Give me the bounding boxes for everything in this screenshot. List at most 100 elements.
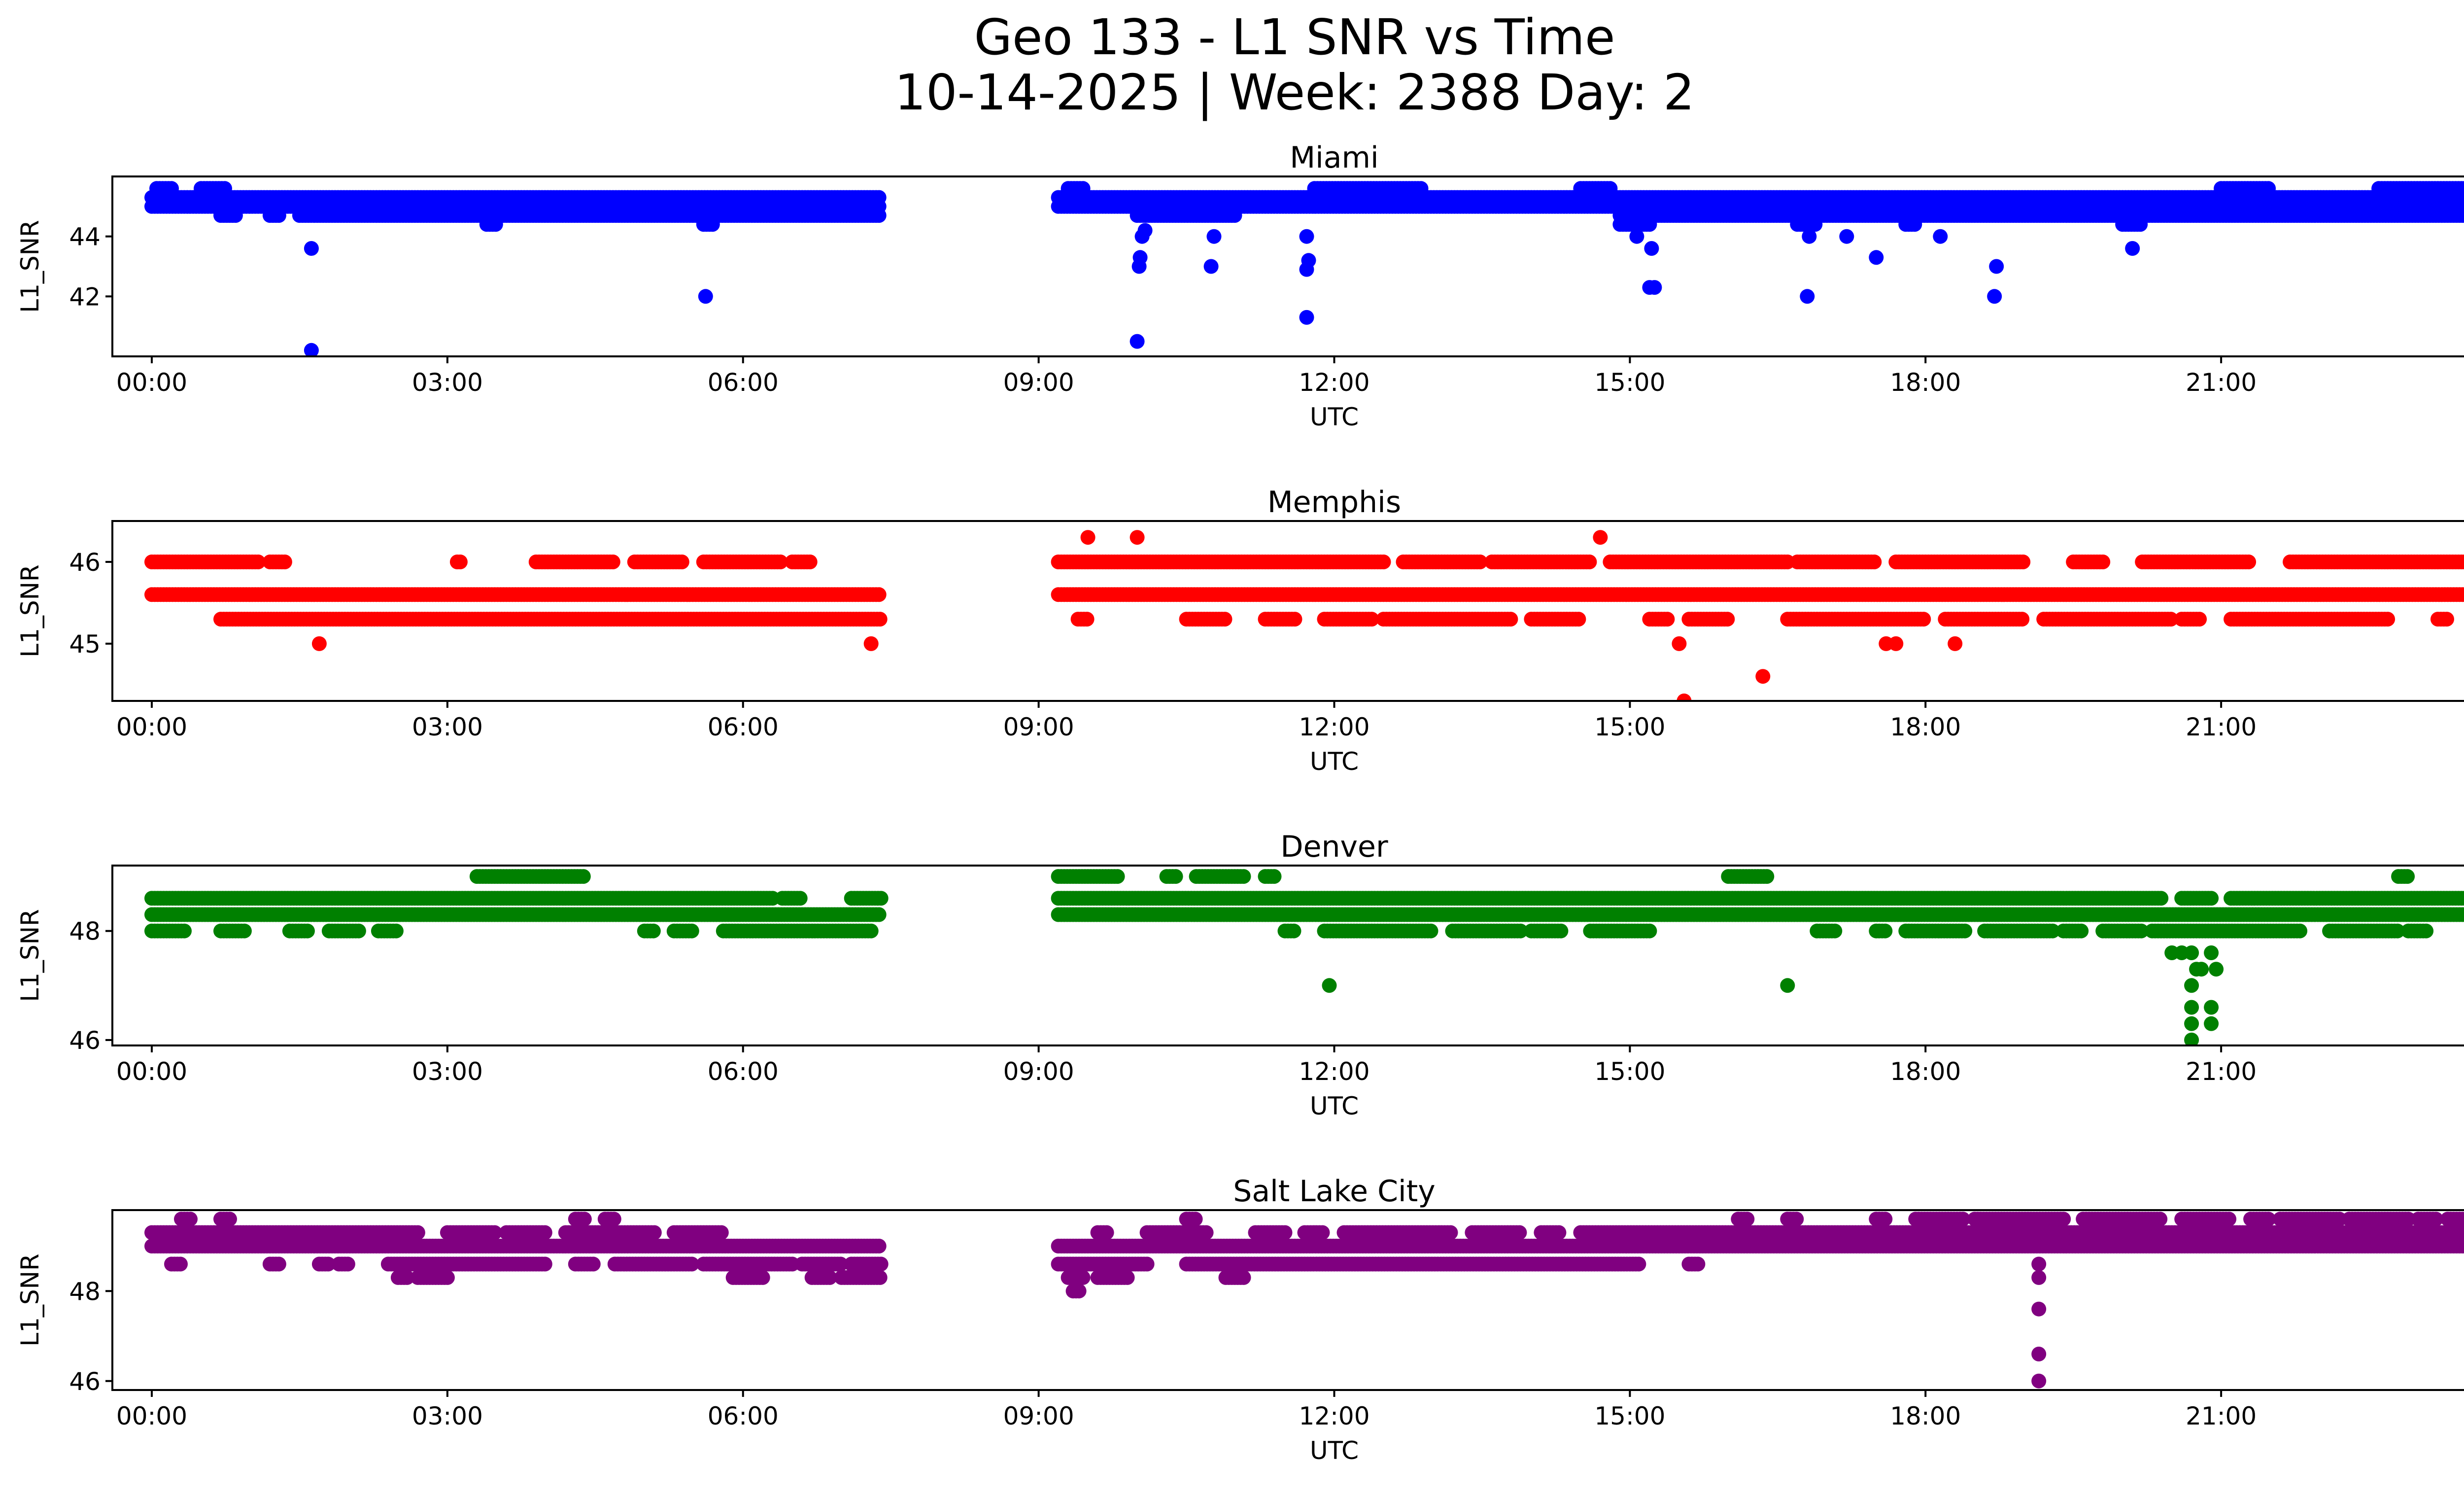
data-point (705, 217, 720, 232)
data-point (2192, 612, 2207, 627)
x-tick-label: 03:00 (412, 368, 483, 397)
data-point (1503, 612, 1518, 627)
y-tick-label: 46 (69, 548, 101, 577)
data-point (277, 555, 292, 569)
data-point (871, 208, 887, 223)
data-point-outlier (1593, 530, 1608, 545)
data-point-outlier (304, 343, 319, 356)
data-point (1413, 181, 1429, 196)
data-point (1376, 555, 1391, 569)
x-tick-label: 12:00 (1299, 368, 1369, 397)
data-point (872, 612, 888, 627)
scatter-series-memphis (144, 530, 2464, 701)
data-point-outlier (2125, 241, 2140, 256)
data-point (2461, 589, 2464, 601)
data-point-outlier (1299, 229, 1314, 244)
data-point (1660, 612, 1675, 627)
data-point-outlier (1989, 259, 2004, 274)
data-point (2015, 612, 2030, 627)
x-tick-label: 21:00 (2186, 713, 2257, 741)
data-point (773, 555, 788, 569)
scatter-series-denver (144, 869, 2464, 1045)
data-point-outlier (1839, 229, 1854, 244)
x-tick-label: 03:00 (412, 713, 483, 741)
data-point (488, 217, 503, 232)
panel-title-memphis: Memphis (1267, 485, 1401, 520)
data-point-outlier (1644, 241, 1659, 256)
x-axis-label: UTC (1310, 403, 1359, 431)
x-tick-label: 09:00 (1003, 713, 1074, 741)
data-point (1916, 612, 1931, 627)
y-tick-label: 42 (69, 282, 101, 311)
y-axis-label: L1_SNR (16, 220, 44, 313)
data-point-outlier (1987, 289, 2002, 304)
data-point-outlier (1672, 636, 1687, 651)
data-point (2460, 182, 2464, 195)
data-point-outlier (1802, 229, 1817, 244)
x-tick-label: 21:00 (2186, 368, 2257, 397)
x-tick-label: 00:00 (116, 713, 187, 741)
panel-title-miami: Miami (1290, 140, 1378, 175)
y-tick-label: 45 (69, 630, 101, 659)
data-point-outlier (1137, 223, 1153, 238)
data-point (1075, 181, 1091, 196)
data-point-outlier (1206, 229, 1222, 244)
figure-title-line-1: Geo 133 - L1 SNR vs Time (974, 8, 1615, 66)
data-point (1571, 612, 1586, 627)
x-tick-label: 06:00 (708, 713, 779, 741)
data-point-outlier (1129, 334, 1145, 349)
data-point-outlier (1301, 253, 1316, 268)
subplot-panels: Miami 00:00 03:00 06:00 09:00 12:00 15:00 18:00… (16, 140, 2464, 1465)
data-point-outlier (1629, 229, 1644, 244)
data-point (1287, 612, 1302, 627)
data-point (2133, 217, 2148, 232)
x-tick-label: 15:00 (1594, 713, 1665, 741)
data-point-outlier (698, 289, 713, 304)
data-point-outlier (1948, 636, 1963, 651)
data-point (674, 555, 689, 569)
x-tick-label: 18:00 (1890, 368, 1961, 397)
data-point (1907, 217, 1922, 232)
data-point (1642, 217, 1657, 232)
data-point (1603, 181, 1618, 196)
data-point (2461, 209, 2464, 222)
data-point (2095, 555, 2111, 569)
data-point (1217, 612, 1232, 627)
data-point-outlier (1647, 280, 1662, 295)
data-point (217, 181, 232, 196)
data-point (2460, 555, 2464, 569)
data-point-outlier (863, 636, 879, 651)
data-point (1808, 217, 1823, 232)
x-axis-label: UTC (1310, 747, 1359, 776)
data-point (2016, 555, 2031, 569)
data-point (1582, 555, 1597, 569)
data-point (2163, 612, 2179, 627)
data-point (452, 555, 468, 569)
data-point (2380, 612, 2396, 627)
data-point-outlier (1888, 636, 1904, 651)
data-point-outlier (1755, 669, 1771, 684)
data-point (1472, 555, 1488, 569)
data-point (2439, 612, 2454, 627)
figure-title-line-2: 10-14-2025 | Week: 2388 Day: 2 (894, 64, 1694, 121)
data-point-outlier (1677, 694, 1692, 701)
panel-title-denver: Denver (1280, 830, 1388, 864)
data-point (1227, 208, 1242, 223)
data-point (2461, 908, 2464, 921)
data-point (802, 555, 818, 569)
data-point (164, 181, 179, 196)
data-point (2261, 181, 2276, 196)
x-tick-label: 12:00 (1299, 713, 1369, 741)
data-point (1720, 612, 1735, 627)
data-point-outlier (1080, 530, 1095, 545)
data-point (1079, 612, 1095, 627)
data-point-outlier (1933, 229, 1948, 244)
data-point-outlier (1129, 530, 1145, 545)
data-point-outlier (304, 241, 319, 256)
data-point (250, 555, 266, 569)
data-point (605, 555, 620, 569)
data-point (1364, 612, 1379, 627)
